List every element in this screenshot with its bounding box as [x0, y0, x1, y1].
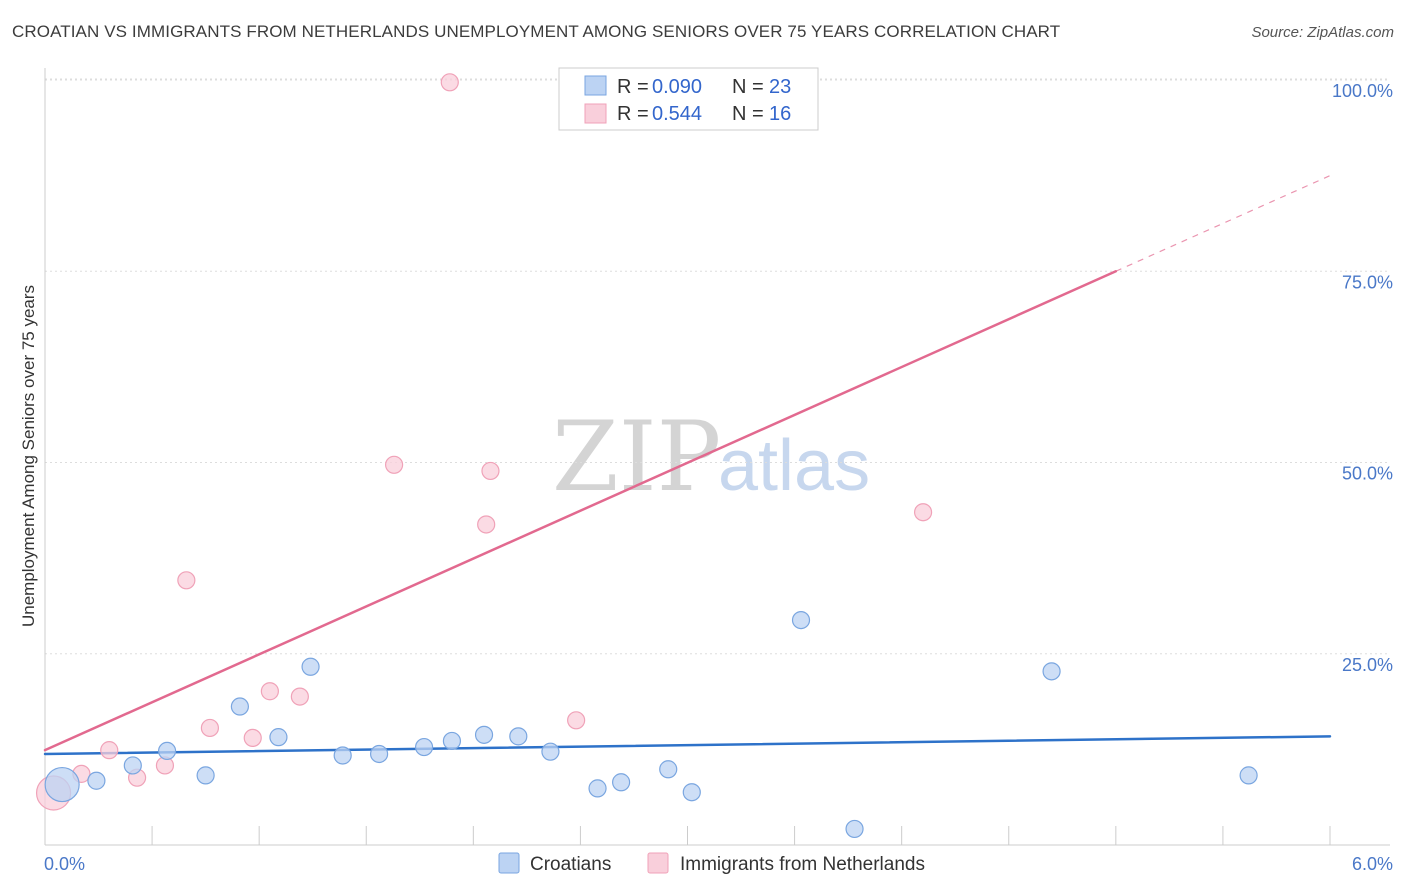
point-netherlands-10	[384, 455, 404, 474]
y-tick-label-25: 25.0%	[1342, 655, 1393, 675]
series-legend-swatch-croatians	[498, 852, 520, 874]
axes	[44, 68, 1390, 846]
stats-legend: R = 0.090 N = 23 R = 0.544 N = 16	[558, 67, 819, 131]
point-netherlands-12	[477, 515, 496, 534]
legend-n-value-1: 23	[769, 76, 791, 98]
point-netherlands-7	[243, 728, 262, 748]
point-croatians-6	[269, 728, 288, 747]
chart-source: Source: ZipAtlas.com	[1251, 24, 1394, 41]
point-croatians-15	[588, 779, 607, 798]
point-croatians-0	[44, 766, 80, 803]
point-croatians-1	[87, 771, 106, 790]
point-croatians-17	[659, 760, 678, 779]
x-tick-labels: 0.0% 6.0%	[44, 854, 1393, 874]
point-croatians-10	[414, 737, 434, 757]
watermark-atlas: atlas	[718, 426, 870, 506]
point-croatians-16	[612, 773, 631, 792]
y-tick-label-50: 50.0%	[1342, 464, 1393, 484]
point-croatians-9	[370, 744, 389, 764]
point-croatians-4	[196, 766, 215, 785]
point-croatians-2	[123, 756, 142, 775]
x-tick-label-max: 6.0%	[1352, 854, 1393, 874]
y-tick-label-100: 100.0%	[1332, 81, 1393, 101]
series-legend-swatch-netherlands	[647, 852, 669, 874]
point-croatians-19	[791, 610, 811, 630]
legend-swatch-netherlands	[584, 103, 607, 124]
trend-lines	[43, 175, 1332, 756]
legend-n-label-2: N =	[732, 103, 764, 125]
trend-line-netherlands	[43, 270, 1118, 752]
trend-line-croatians	[43, 735, 1332, 756]
gridlines	[45, 78, 1390, 655]
point-croatians-12	[474, 725, 494, 744]
point-netherlands-15	[913, 503, 933, 522]
series-legend-label-netherlands: Immigrants from Netherlands	[680, 854, 925, 875]
watermark-zip: ZIP	[552, 401, 721, 513]
point-croatians-18	[682, 783, 701, 802]
point-netherlands-8	[260, 682, 279, 701]
point-netherlands-11	[440, 73, 459, 92]
series-legend: Croatians Immigrants from Netherlands	[498, 852, 925, 875]
series-legend-label-croatians: Croatians	[530, 854, 611, 875]
point-netherlands-9	[290, 687, 309, 706]
point-croatians-3	[157, 741, 177, 761]
legend-n-value-2: 16	[769, 103, 791, 125]
point-croatians-13	[509, 727, 528, 746]
point-netherlands-14	[567, 711, 586, 730]
point-croatians-7	[301, 657, 320, 676]
point-netherlands-5	[177, 571, 196, 590]
point-croatians-22	[1239, 766, 1258, 785]
y-tick-label-75: 75.0%	[1342, 272, 1393, 292]
trend-line-extension-netherlands	[1115, 175, 1331, 272]
point-croatians-8	[333, 746, 352, 765]
legend-n-label-1: N =	[732, 76, 764, 98]
legend-r-label-1: R =	[617, 76, 649, 98]
x-tick-label-min: 0.0%	[44, 854, 85, 874]
legend-r-value-1: 0.090	[652, 76, 702, 98]
point-croatians-20	[845, 819, 864, 839]
y-axis-title: Unemployment Among Seniors over 75 years	[19, 285, 38, 627]
watermark: ZIP atlas	[552, 401, 870, 513]
point-croatians-21	[1042, 662, 1061, 681]
point-croatians-14	[541, 742, 560, 761]
point-croatians-5	[230, 697, 249, 716]
data-points	[35, 73, 1258, 839]
y-tick-labels: 25.0% 50.0% 75.0% 100.0%	[1332, 81, 1393, 675]
point-netherlands-2	[100, 741, 119, 760]
legend-r-label-2: R =	[617, 103, 649, 125]
point-netherlands-6	[200, 718, 220, 738]
legend-swatch-croatians	[584, 75, 607, 96]
point-netherlands-13	[481, 461, 500, 481]
point-croatians-11	[442, 731, 462, 751]
legend-r-value-2: 0.544	[652, 103, 702, 125]
chart-title: CROATIAN VS IMMIGRANTS FROM NETHERLANDS …	[12, 22, 1061, 41]
